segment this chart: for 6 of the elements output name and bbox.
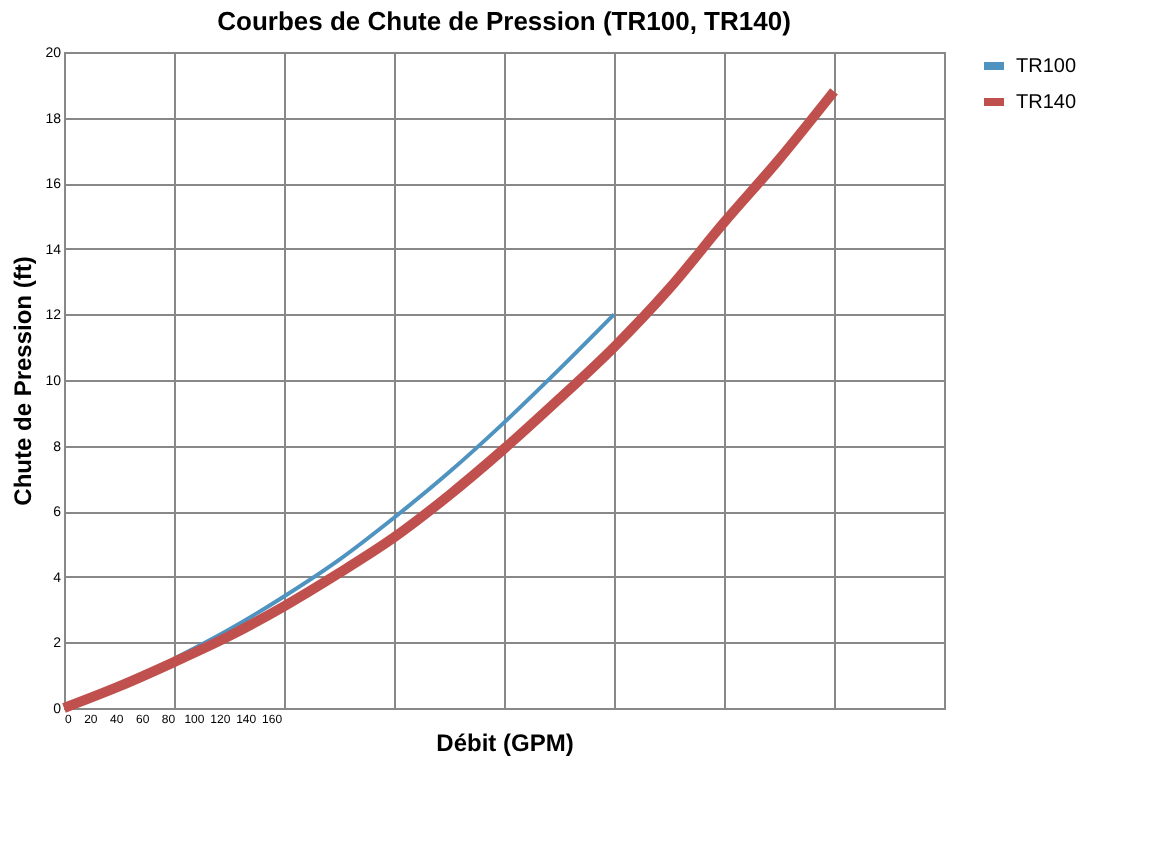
legend-label: TR100 [1016,56,1077,78]
y-axis-title: Chute de Pression (ft) [9,256,38,506]
legend-label: TR140 [1016,92,1077,114]
chart-title: Courbes de Chute de Pression (TR100, TR140) [217,6,791,36]
line-series [172,312,616,661]
x-axis-title: Débit (GPM) [436,729,574,757]
